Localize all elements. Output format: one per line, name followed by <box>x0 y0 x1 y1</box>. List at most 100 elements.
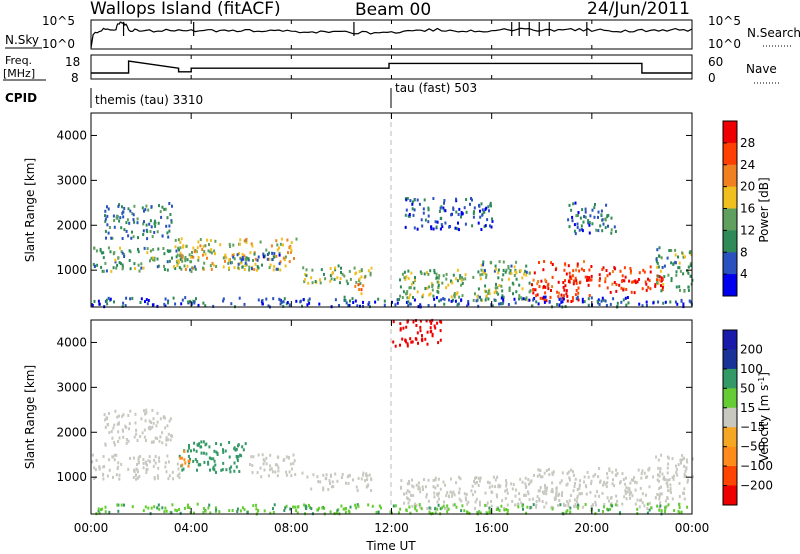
velocity-cell <box>459 477 462 481</box>
velocity-colorbar-swatch <box>723 466 737 487</box>
power-cell <box>477 221 480 225</box>
velocity-cell <box>555 490 558 494</box>
power-cell <box>121 263 124 267</box>
power-cell <box>405 300 408 304</box>
power-cell <box>459 276 461 280</box>
power-cell <box>197 256 200 259</box>
velocity-cell <box>104 425 107 429</box>
velocity-cell <box>262 462 265 466</box>
power-cell <box>101 269 104 273</box>
power-cell <box>560 293 563 297</box>
power-cell <box>166 260 169 264</box>
velocity-cell <box>392 320 395 324</box>
velocity-cell <box>228 441 231 444</box>
power-cell <box>662 283 665 286</box>
power-cell <box>113 225 116 229</box>
power-cell <box>196 246 199 250</box>
power-cell <box>655 258 658 262</box>
velocity-cell <box>341 472 344 476</box>
power-cell <box>150 256 153 260</box>
power-cell <box>542 295 545 299</box>
velocity-cell <box>557 493 560 497</box>
power-cell <box>93 299 96 303</box>
power-cell <box>584 210 587 214</box>
power-cell <box>273 255 276 259</box>
velocity-cell <box>569 468 572 472</box>
power-cell <box>475 299 478 303</box>
velocity-cell <box>541 490 544 494</box>
power-cell <box>206 238 208 242</box>
velocity-cell <box>93 477 96 480</box>
power-cell <box>124 304 127 308</box>
velocity-cell <box>567 501 570 505</box>
power-cell <box>531 304 534 308</box>
power-cell <box>191 266 194 270</box>
power-cell <box>231 253 234 257</box>
power-cell <box>278 297 281 301</box>
power-cell <box>168 224 171 228</box>
power-cell <box>567 218 570 222</box>
power-cell <box>283 297 286 301</box>
power-cell <box>149 219 152 223</box>
power-cell <box>163 207 166 211</box>
velocity-cell <box>417 485 420 489</box>
power-cell <box>501 294 504 298</box>
velocity-cell <box>330 485 333 489</box>
velocity-cell <box>222 461 225 465</box>
velocity-cell <box>148 426 150 430</box>
velocity-cell <box>208 456 211 460</box>
power-cell <box>479 273 482 277</box>
power-cell <box>329 279 332 283</box>
velocity-cell <box>134 412 137 416</box>
power-cell <box>610 228 613 232</box>
velocity-cell <box>434 511 437 515</box>
power-cell <box>514 301 517 305</box>
velocity-cell <box>628 490 631 494</box>
power-cell <box>177 260 180 264</box>
velocity-cell <box>127 467 130 471</box>
power-cell <box>143 246 146 250</box>
velocity-cell <box>335 511 338 515</box>
velocity-cell <box>104 443 107 447</box>
power-cell <box>132 218 135 222</box>
power-cell <box>519 269 522 273</box>
power-cell <box>542 268 545 272</box>
velocity-cell <box>116 422 119 426</box>
velocity-cell <box>108 431 111 435</box>
velocity-cell <box>380 506 382 510</box>
power-cell <box>571 215 574 219</box>
power-cell <box>189 299 192 303</box>
velocity-cell <box>366 478 369 482</box>
velocity-cell <box>364 479 366 483</box>
power-cell <box>248 265 251 269</box>
power-cell <box>107 207 110 211</box>
power-cell <box>448 225 451 229</box>
power-cell <box>491 219 494 223</box>
power-cell <box>576 213 579 217</box>
velocity-cell <box>399 322 402 326</box>
power-cell <box>404 225 407 229</box>
power-cell <box>301 304 303 308</box>
power-cell <box>181 298 184 302</box>
power-cell <box>414 276 416 279</box>
power-cell <box>604 280 607 284</box>
velocity-cell <box>189 511 192 515</box>
power-cell <box>164 297 167 301</box>
velocity-cell <box>102 455 105 458</box>
velocity-cell <box>584 503 587 506</box>
power-cell <box>237 266 240 270</box>
power-cell <box>271 251 274 255</box>
velocity-cell <box>118 436 121 440</box>
velocity-cell <box>285 455 288 459</box>
power-cell <box>427 220 430 224</box>
power-cell <box>609 302 612 306</box>
power-cell <box>212 304 215 308</box>
velocity-cell <box>645 493 647 497</box>
power-cell <box>690 252 693 256</box>
power-cell <box>169 249 172 253</box>
power-cell <box>638 302 641 306</box>
power-cell <box>190 270 193 274</box>
velocity-cell <box>415 483 418 487</box>
sky-label: N.Sky <box>5 33 39 47</box>
power-cell <box>582 220 585 224</box>
